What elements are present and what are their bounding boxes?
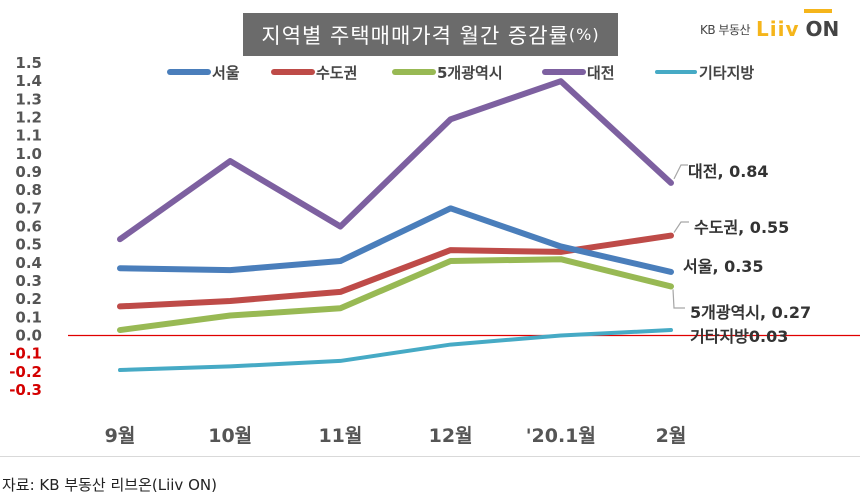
- x-tick-label: 10월: [208, 425, 252, 447]
- legend-item: 기타지방: [655, 64, 754, 82]
- series-line: [117, 78, 674, 243]
- end-data-label: 대전, 0.84: [688, 162, 769, 181]
- y-tick-label: 1.5: [15, 54, 42, 72]
- y-tick-label: 1.4: [15, 72, 42, 90]
- house-roof-icon: [803, 9, 832, 21]
- footer-divider: [0, 456, 860, 457]
- logo-on-text: ON: [803, 9, 840, 41]
- series-1: [117, 205, 674, 275]
- y-tick-label: 0.0: [15, 327, 42, 345]
- end-data-label: 서울, 0.35: [683, 257, 764, 276]
- end-data-label: 기타지방0.03: [690, 327, 788, 346]
- series-line: [117, 256, 674, 334]
- legend-item: 5개광역시: [392, 64, 503, 82]
- source-note: 자료: KB 부동산 리브온(Liiv ON): [2, 476, 217, 494]
- series-lines: [117, 78, 674, 373]
- legend-item: 서울: [167, 64, 240, 82]
- y-tick-label: 1.3: [15, 90, 42, 108]
- y-tick-label: -0.3: [9, 381, 42, 399]
- leader-line: [673, 221, 689, 233]
- y-tick-label: 1.0: [15, 145, 42, 163]
- end-data-label: 수도권, 0.55: [694, 218, 789, 237]
- logo-liiv-text: Liiv: [756, 17, 800, 41]
- x-axis: 9월 10월 11월 12월 '20.1월 2월: [105, 425, 687, 447]
- chart-title: 지역별 주택매매가격 월간 증감률 (%): [243, 13, 618, 56]
- y-tick-label: 0.5: [15, 236, 42, 254]
- legend-label: 5개광역시: [437, 64, 503, 82]
- y-tick-label: -0.2: [9, 363, 42, 381]
- legend-label: 서울: [212, 64, 240, 82]
- end-data-label: 5개광역시, 0.27: [690, 303, 811, 322]
- y-tick-label: -0.1: [9, 345, 42, 363]
- x-tick-label: 9월: [105, 425, 136, 447]
- y-tick-label: 0.9: [15, 163, 42, 181]
- line-chart: 1.51.41.31.21.11.00.90.80.70.60.50.40.30…: [9, 54, 860, 447]
- x-tick-label: '20.1월: [526, 425, 596, 447]
- y-axis: 1.51.41.31.21.11.00.90.80.70.60.50.40.30…: [9, 54, 42, 399]
- y-tick-label: 0.2: [15, 290, 42, 308]
- x-tick-label: 2월: [656, 425, 687, 447]
- x-tick-label: 11월: [318, 425, 362, 447]
- series-4: [117, 78, 674, 243]
- y-tick-label: 0.8: [15, 181, 42, 199]
- legend-item: 대전: [542, 64, 615, 82]
- y-tick-label: 0.7: [15, 199, 42, 217]
- chart-title-unit: (%): [568, 25, 600, 44]
- y-tick-label: 0.6: [15, 218, 42, 236]
- y-tick-label: 0.1: [15, 308, 42, 326]
- y-tick-label: 1.2: [15, 109, 42, 127]
- chart-title-text: 지역별 주택매매가격 월간 증감률: [261, 23, 569, 48]
- series-5: [118, 328, 673, 373]
- series-3: [117, 256, 674, 334]
- y-tick-label: 0.3: [15, 272, 42, 290]
- logo-kb-text: KB 부동산: [700, 22, 751, 37]
- x-tick-label: 12월: [429, 425, 473, 447]
- y-tick-label: 1.1: [15, 127, 42, 145]
- end-labels: 대전, 0.84 수도권, 0.55 서울, 0.35 5개광역시, 0.27 기타지방…: [672, 162, 811, 346]
- y-tick-label: 0.4: [15, 254, 42, 272]
- logo-on-label: ON: [805, 17, 840, 41]
- legend-item: 수도권: [271, 64, 357, 82]
- kb-liiv-on-logo: KB 부동산 Liiv ON: [700, 9, 840, 44]
- legend: 서울 수도권 5개광역시 대전 기타지방: [167, 64, 754, 82]
- legend-label: 기타지방: [699, 64, 754, 82]
- legend-label: 대전: [587, 64, 615, 82]
- leader-line: [673, 164, 688, 180]
- series-line: [117, 205, 674, 275]
- series-line: [118, 328, 673, 373]
- legend-label: 수도권: [316, 64, 357, 82]
- leader-line: [672, 289, 685, 309]
